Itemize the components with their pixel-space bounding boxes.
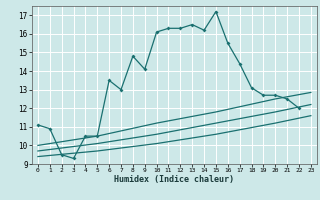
X-axis label: Humidex (Indice chaleur): Humidex (Indice chaleur) (115, 175, 234, 184)
